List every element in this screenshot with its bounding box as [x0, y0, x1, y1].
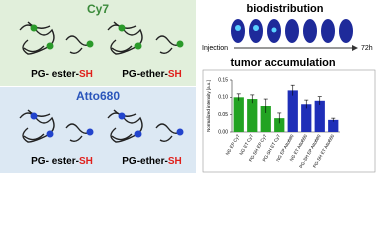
bar [260, 106, 271, 132]
polymer-label: PG- ester-SH [31, 69, 93, 80]
bar [274, 118, 285, 132]
bar [328, 119, 339, 132]
bar [247, 99, 258, 132]
arrow-head [352, 45, 358, 51]
dye-name: Cy7 [87, 2, 109, 16]
bar [287, 90, 298, 132]
mouse-images [231, 19, 353, 43]
dye-dots [30, 24, 184, 138]
cy7-panel [0, 0, 196, 86]
polymer-label: PG-ether-SH [122, 156, 181, 167]
chart-title: tumor accumulation [230, 57, 335, 69]
dye-name: Atto680 [76, 89, 120, 103]
y-axis-label: Normalized intensity [a.u.] [206, 80, 211, 132]
arrow-start: Injection [202, 45, 228, 52]
label-suffix: SH [168, 156, 182, 167]
arrow-end: 72h [361, 45, 373, 52]
label-text: PG-ether- [122, 69, 168, 80]
y-tick-label: 0.00 [218, 129, 228, 135]
y-tick-label: 0.05 [218, 112, 228, 118]
bar [301, 104, 312, 132]
label-text: PG- ester- [31, 69, 79, 80]
bar [314, 100, 325, 132]
polymer-label: PG- ester-SH [31, 156, 93, 167]
bar [233, 97, 244, 132]
biodistribution-title: biodistribution [247, 3, 324, 15]
figure: Cy7 Atto680 PG- ester-SH PG-ether-SH PG-… [0, 0, 376, 173]
atto-panel [0, 87, 196, 173]
label-suffix: SH [168, 69, 182, 80]
polymer-label: PG-ether-SH [122, 69, 181, 80]
label-suffix: SH [79, 69, 93, 80]
label-suffix: SH [79, 156, 93, 167]
y-tick-label: 0.15 [218, 77, 228, 83]
label-text: PG-ether- [122, 156, 168, 167]
label-text: PG- ester- [31, 156, 79, 167]
y-tick-label: 0.10 [218, 95, 228, 101]
